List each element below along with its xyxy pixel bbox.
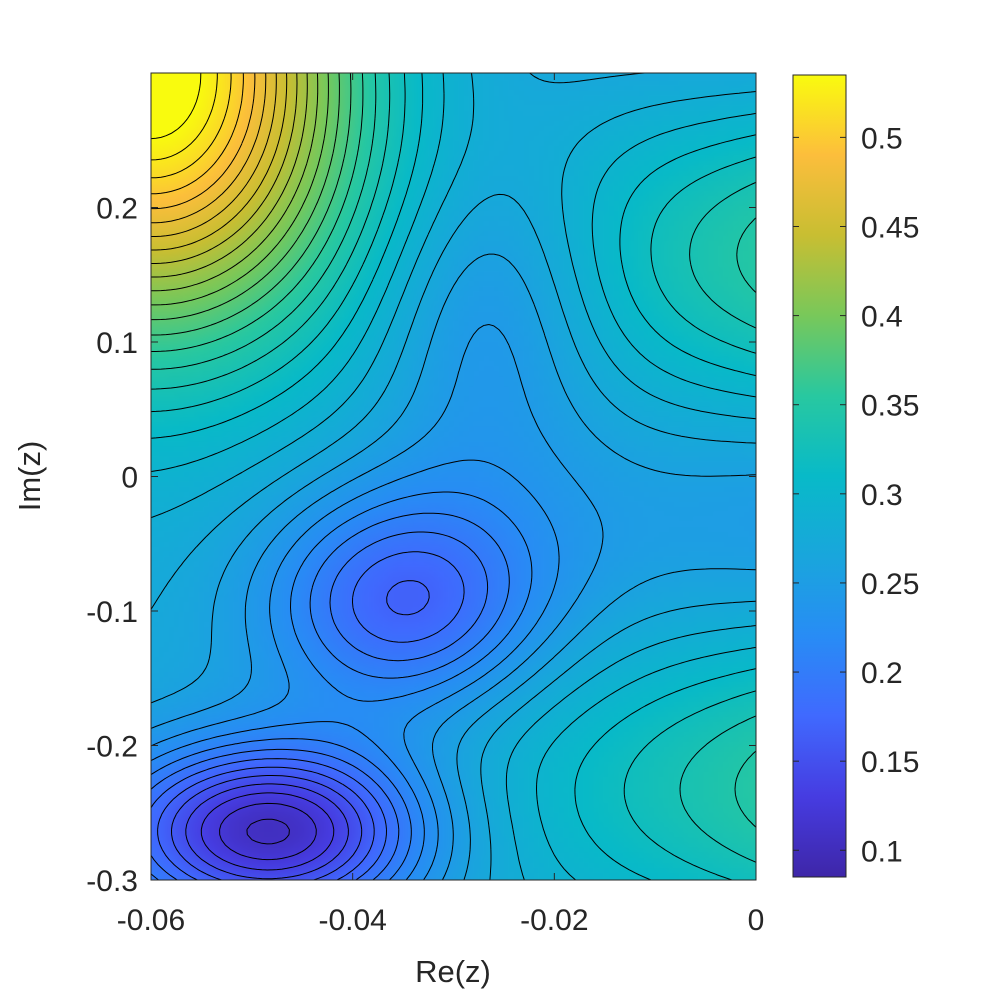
colorbar-gradient: [793, 75, 846, 877]
colorbar-tick-label: 0.5: [861, 122, 903, 155]
x-tick-label: 0: [748, 904, 765, 937]
colorbar-frame: [792, 74, 847, 878]
colorbar-tick-label: 0.45: [861, 211, 919, 244]
y-tick-label: 0.2: [96, 193, 138, 226]
contour-path: [151, 73, 756, 880]
colorbar-tick-label: 0.1: [861, 835, 903, 868]
colorbar-tick-label: 0.4: [861, 301, 903, 334]
colorbar-tick-label: 0.3: [861, 479, 903, 512]
contour-lines: [151, 73, 756, 880]
x-tick-label: -0.06: [117, 904, 185, 937]
colorbar: 0.1 0.15 0.2 0.25 0.3 0.35 0.4 0.45 0.5: [792, 74, 919, 878]
y-axis: -0.3 -0.2 -0.1 0 0.1 0.2: [86, 193, 756, 898]
heatmap-image: [151, 73, 756, 880]
y-tick-label: -0.2: [86, 731, 138, 764]
x-axis-label: Re(z): [415, 954, 491, 989]
y-tick-label: 0.1: [96, 327, 138, 360]
x-tick-label: -0.04: [318, 904, 386, 937]
plot-area: [150, 72, 757, 881]
colorbar-tick-label: 0.15: [861, 746, 919, 779]
colorbar-tick-label: 0.35: [861, 390, 919, 423]
y-axis-label: Im(z): [12, 441, 47, 512]
colorbar-ticks: 0.1 0.15 0.2 0.25 0.3 0.35 0.4 0.45 0.5: [793, 122, 919, 868]
colorbar-tick-label: 0.25: [861, 568, 919, 601]
x-axis: -0.06 -0.04 -0.02 0: [117, 73, 765, 937]
y-tick-label: -0.1: [86, 596, 138, 629]
y-tick-label: -0.3: [86, 865, 138, 898]
colorbar-tick-label: 0.2: [861, 657, 903, 690]
x-tick-label: -0.02: [520, 904, 588, 937]
y-tick-label: 0: [121, 462, 138, 495]
